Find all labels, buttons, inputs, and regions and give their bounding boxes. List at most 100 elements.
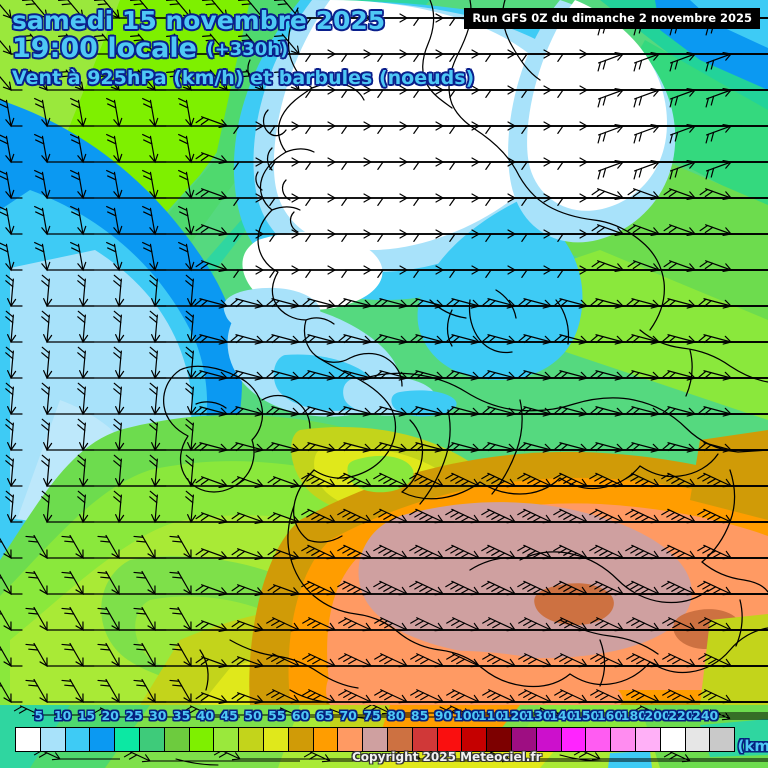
legend-tick: 40 xyxy=(196,708,215,723)
wind-barb xyxy=(626,406,768,417)
wind-barb xyxy=(34,205,95,236)
legend-tick: 50 xyxy=(244,708,262,723)
legend-swatch[interactable] xyxy=(412,728,438,751)
wind-barb xyxy=(698,442,768,453)
legend-swatch[interactable] xyxy=(635,728,661,751)
wind-barb xyxy=(669,88,768,108)
wind-barb xyxy=(662,617,768,632)
wind-barb xyxy=(661,580,768,596)
legend-swatch[interactable] xyxy=(660,728,686,751)
wind-barb xyxy=(663,188,768,200)
wind-barb xyxy=(669,124,768,144)
legend-swatch[interactable] xyxy=(363,728,388,751)
map-canvas[interactable] xyxy=(0,0,768,705)
wind-barb xyxy=(698,653,768,668)
legend-tick: 30 xyxy=(149,708,167,723)
wind-barb xyxy=(697,544,768,560)
legend-wind-barb-layer xyxy=(13,705,768,763)
wind-barb xyxy=(183,705,420,717)
legend-tick-labels: 5 10 15 20 25 30 35 40 45 50 55 60 65 70 75 80 85 90 100 11… xyxy=(0,705,768,727)
wind-barb xyxy=(662,442,768,453)
legend-swatch[interactable] xyxy=(586,728,612,751)
legend-tick: 140 xyxy=(549,708,576,723)
legend-swatch[interactable] xyxy=(462,728,488,751)
legend-swatch[interactable] xyxy=(263,728,289,751)
wind-barb xyxy=(633,124,768,144)
wind-barb xyxy=(703,709,768,721)
legend-tick: 75 xyxy=(363,708,381,723)
legend-swatch[interactable] xyxy=(536,728,562,751)
legend-swatch[interactable] xyxy=(288,728,314,751)
wind-barb xyxy=(0,537,23,560)
legend-swatch[interactable] xyxy=(511,728,537,751)
legend-swatch[interactable] xyxy=(189,728,215,751)
legend-color-strip[interactable] xyxy=(15,727,736,752)
wind-barb xyxy=(698,689,768,704)
legend-swatch[interactable] xyxy=(16,728,41,751)
wind-barb xyxy=(625,544,768,560)
model-run-banner: Run GFS 0Z du dimanche 2 novembre 2025 xyxy=(464,8,760,29)
wind-barb xyxy=(0,206,23,236)
legend-tick: 85 xyxy=(410,708,429,723)
wind-barb xyxy=(633,160,768,180)
wind-barb xyxy=(5,490,23,524)
legend-tick: 80 xyxy=(387,708,405,723)
legend-swatch[interactable] xyxy=(239,728,264,751)
wind-barb xyxy=(697,472,768,488)
legend-swatch[interactable] xyxy=(139,728,165,751)
wind-barb xyxy=(699,224,768,236)
wind-barb xyxy=(662,370,768,381)
wind-barb xyxy=(5,346,23,380)
legend-swatch[interactable] xyxy=(338,728,364,751)
wind-barb xyxy=(705,124,768,144)
wind-barb xyxy=(626,370,768,381)
legend-swatch[interactable] xyxy=(487,728,512,751)
wind-barb xyxy=(705,160,768,180)
legend-swatch[interactable] xyxy=(115,728,140,751)
legend-swatch[interactable] xyxy=(40,728,66,751)
wind-barb xyxy=(0,39,23,55)
legend-swatch[interactable] xyxy=(437,728,463,751)
legend-tick: 45 xyxy=(220,708,238,723)
wind-barb xyxy=(625,508,768,524)
legend-tick: 60 xyxy=(291,708,310,723)
wind-barb xyxy=(661,544,768,560)
wind-barb xyxy=(0,681,23,704)
legend-swatch[interactable] xyxy=(65,728,91,751)
legend-swatch[interactable] xyxy=(685,728,711,751)
legend-tick: 130 xyxy=(525,708,552,723)
wind-barb xyxy=(697,508,768,524)
forecast-map[interactable]: samedi 15 novembre 2025 19:00 locale (+3… xyxy=(0,0,768,705)
legend-swatch[interactable] xyxy=(561,728,587,751)
legend-tick: 70 xyxy=(339,708,357,723)
color-scale-legend: 5 10 15 20 25 30 35 40 45 50 55 60 65 70 75 80 85 90 100 11… xyxy=(0,705,768,768)
legend-swatch[interactable] xyxy=(90,728,116,751)
wind-barb xyxy=(34,97,95,128)
legend-swatch[interactable] xyxy=(214,728,240,751)
legend-tick: 5 xyxy=(34,708,44,723)
forecast-leadtime-text: (+330h) xyxy=(206,39,289,60)
wind-barb xyxy=(633,88,768,108)
wind-barb xyxy=(663,224,768,236)
legend-tick: 25 xyxy=(125,708,143,723)
wind-barb xyxy=(13,705,80,717)
wind-barb xyxy=(705,88,768,108)
wind-barb xyxy=(633,52,768,72)
legend-tick: 55 xyxy=(268,708,286,723)
wind-barb xyxy=(662,689,768,704)
wind-barb xyxy=(699,188,768,200)
legend-swatch[interactable] xyxy=(611,728,636,751)
wind-barb xyxy=(0,170,23,200)
legend-unit-label: (km xyxy=(737,737,768,755)
legend-swatch[interactable] xyxy=(164,728,190,751)
wind-barb xyxy=(5,310,23,344)
wind-barb xyxy=(627,260,768,272)
legend-swatch[interactable] xyxy=(313,728,339,751)
forecast-date-label: samedi 15 novembre 2025 xyxy=(12,6,386,35)
wind-barb xyxy=(627,224,768,236)
legend-swatch[interactable] xyxy=(710,728,735,751)
wind-barb xyxy=(626,298,768,309)
wind-barb xyxy=(0,98,23,128)
legend-swatch[interactable] xyxy=(387,728,413,751)
